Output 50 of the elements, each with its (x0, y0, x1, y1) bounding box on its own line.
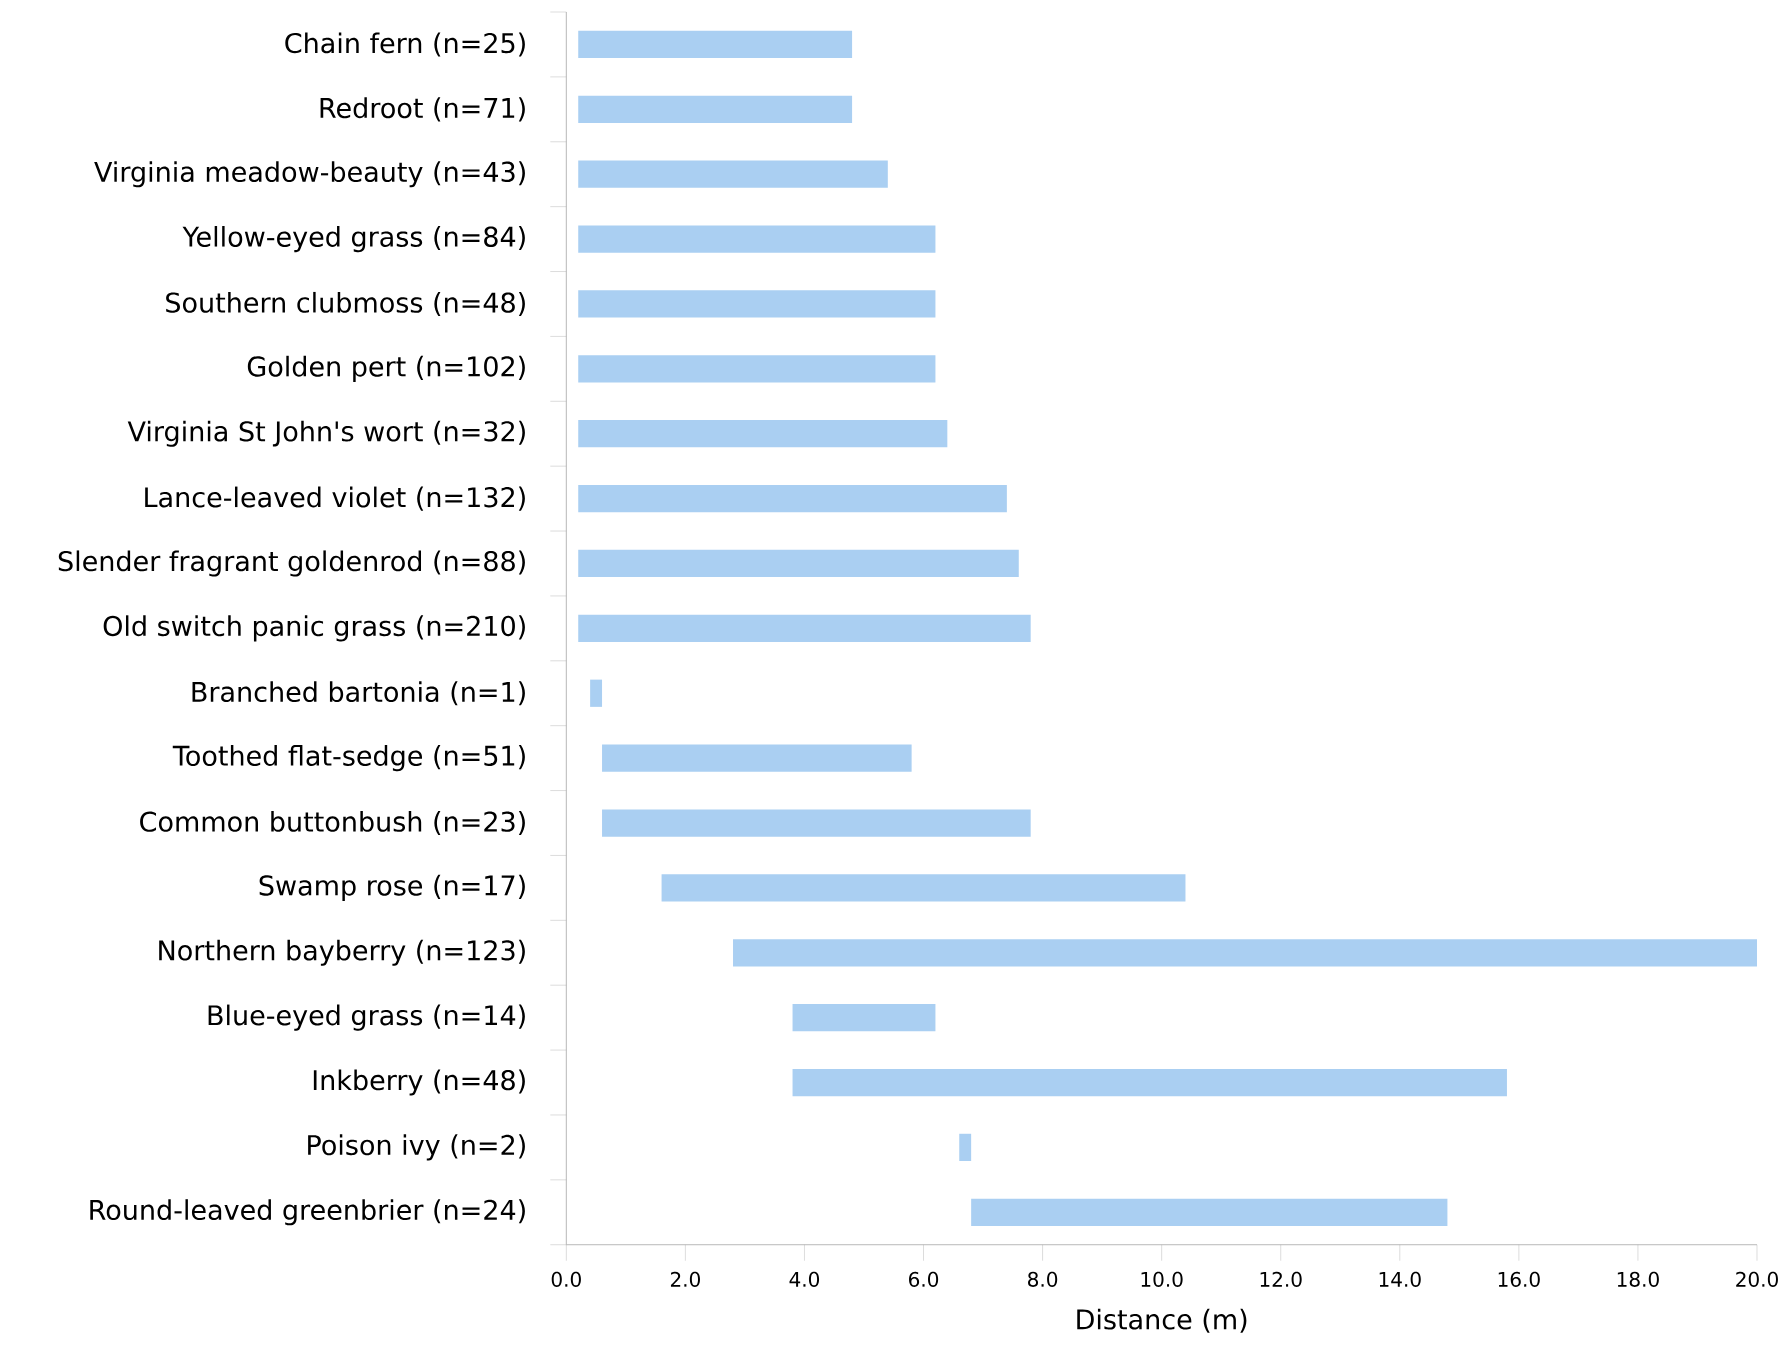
bar (959, 1133, 972, 1162)
bar (578, 355, 936, 383)
bar (792, 1069, 1507, 1097)
y-tick-label: Branched bartonia (n=1) (192, 681, 525, 706)
y-tick-label: Yellow-eyed grass (n=84) (182, 226, 525, 253)
x-tick-label: 4.0 (789, 1271, 820, 1288)
bar (578, 225, 936, 253)
y-tick-label: Golden pert (n=102) (247, 355, 525, 383)
bar (578, 290, 936, 318)
y-tick-label: Lance-leaved violet (n=132) (145, 486, 525, 511)
x-tick-label: 8.0 (1028, 1271, 1058, 1288)
y-tick-label: Northern bayberry (n=123) (159, 939, 525, 966)
y-tick-label: Inkberry (n=48) (313, 1069, 525, 1096)
x-tick-label: 10.0 (1141, 1271, 1183, 1288)
bar (602, 744, 912, 772)
x-tick-label: 16.0 (1498, 1271, 1540, 1288)
y-tick-label: Swamp rose (n=17) (259, 874, 525, 902)
y-tick-label: Blue-eyed grass (n=14) (208, 1004, 525, 1031)
x-tick-label: 14.0 (1379, 1271, 1421, 1288)
bar (578, 30, 853, 59)
bar (578, 95, 853, 124)
bar (971, 1198, 1448, 1227)
x-tick-label: 0.0 (551, 1271, 581, 1288)
bar (661, 874, 1186, 902)
x-tick-label: 12.0 (1260, 1271, 1302, 1288)
bar (602, 809, 1031, 837)
bar (578, 420, 948, 448)
y-tick-label: Round-leaved greenbrier (n=24) (90, 1199, 525, 1226)
x-axis-title: Distance (m) (1077, 1308, 1247, 1333)
y-tick-label: Common buttonbush (n=23) (140, 811, 525, 836)
y-tick-label: Poison ivy (n=2) (308, 1134, 525, 1161)
x-tick-label: 20.0 (1736, 1271, 1778, 1288)
y-tick-label: Toothed flat-sedge (n=51) (172, 745, 525, 772)
bar (792, 1004, 936, 1032)
bar (590, 679, 603, 707)
bar (578, 485, 1007, 513)
y-tick-label: Redroot (n=71) (320, 97, 525, 122)
x-tick-label: 6.0 (909, 1271, 939, 1288)
y-tick-label: Chain fern (n=25) (285, 32, 525, 57)
bar (733, 939, 1757, 967)
x-tick-label: 18.0 (1617, 1271, 1659, 1288)
y-tick-label: Slender fragrant goldenrod (n=88) (58, 550, 525, 577)
y-tick-label: Virginia meadow-beauty (n=43) (94, 161, 525, 188)
y-tick-label: Old switch panic grass (n=210) (103, 615, 525, 642)
bar (578, 549, 1019, 578)
bar (578, 614, 1031, 643)
x-tick-label: 2.0 (670, 1271, 700, 1288)
bar (578, 160, 888, 188)
y-tick-label: Virginia St John's wort (n=32) (127, 420, 525, 447)
y-tick-label: Southern clubmoss (n=48) (166, 292, 525, 317)
